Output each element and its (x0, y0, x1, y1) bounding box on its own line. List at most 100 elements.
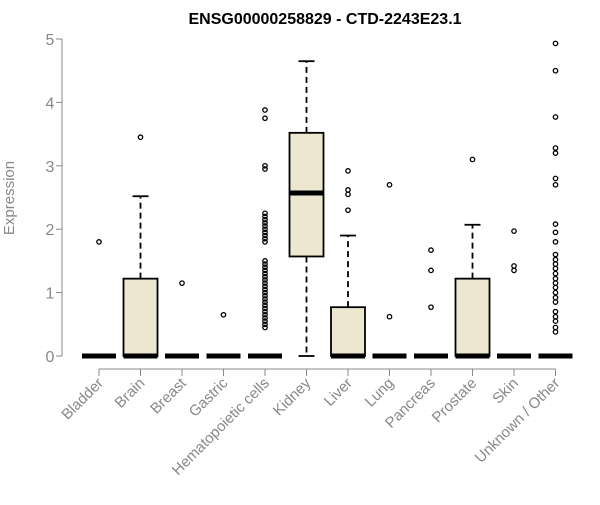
outlier-point (262, 107, 268, 113)
outlier-point (428, 304, 434, 311)
outlier-point (262, 305, 268, 312)
box-group (538, 40, 573, 359)
outlier-point (552, 145, 559, 151)
outlier-point (552, 299, 559, 305)
outlier-point (262, 315, 268, 321)
box-iqr (454, 277, 491, 357)
outlier-point (96, 239, 102, 245)
outlier-point (262, 296, 268, 302)
y-tick-label: 4 (46, 95, 55, 112)
outlier-point (262, 213, 268, 220)
box-group (82, 239, 116, 359)
outlier-point (179, 280, 185, 286)
y-tick-label: 3 (46, 159, 55, 176)
outlier-point (552, 265, 559, 272)
outlier-point (262, 280, 268, 286)
outlier-point (262, 264, 268, 271)
outlier-point (552, 289, 559, 296)
chart-title: ENSG00000258829 - CTD-2243E23.1 (188, 11, 461, 28)
box-group (122, 134, 159, 359)
outlier-point (552, 40, 559, 47)
outlier-point (262, 311, 268, 318)
outlier-point (262, 115, 268, 122)
outlier-point (345, 207, 351, 214)
y-tick-label: 2 (46, 222, 55, 239)
outlier-point (511, 263, 517, 269)
outlier-point (511, 228, 517, 234)
outlier-point (552, 329, 559, 335)
box-group (206, 311, 241, 359)
x-tick-label: Prostate (429, 375, 481, 427)
outlier-point (469, 156, 476, 163)
outlier-point (262, 239, 268, 245)
boxes-layer (82, 40, 573, 359)
outlier-point (552, 261, 559, 267)
outlier-point (262, 261, 268, 267)
outlier-point (262, 289, 268, 296)
outlier-point (552, 229, 559, 236)
outlier-point (552, 318, 559, 324)
outlier-point (262, 299, 268, 305)
x-tick-label: Skin (489, 375, 522, 408)
outlier-point (552, 67, 559, 74)
outlier-point (552, 308, 559, 315)
box-iqr (122, 277, 159, 357)
outlier-point (262, 162, 268, 169)
x-tick-label: Brain (112, 375, 149, 412)
outlier-point (262, 166, 268, 172)
outlier-point (386, 313, 393, 320)
outlier-point (262, 223, 268, 229)
outlier-point (552, 114, 559, 120)
outlier-point (262, 235, 268, 242)
x-tick-label: Bladder (58, 375, 107, 424)
x-tick-label: Kidney (270, 374, 315, 419)
box-group (330, 168, 366, 359)
outlier-point (386, 181, 393, 188)
outlier-point (262, 324, 268, 331)
outlier-point (552, 313, 559, 320)
outlier-point (511, 267, 517, 274)
box-group (454, 156, 491, 359)
outlier-point (262, 302, 268, 309)
outlier-point (345, 191, 351, 198)
y-tick-label: 1 (46, 286, 55, 303)
outlier-point (262, 277, 268, 283)
outlier-point (552, 251, 559, 258)
outlier-point (262, 229, 268, 236)
outlier-point (262, 226, 268, 233)
outlier-point (552, 284, 559, 291)
outlier-point (262, 232, 268, 239)
box-iqr (330, 306, 366, 357)
outlier-point (552, 270, 559, 277)
outlier-point (552, 239, 559, 245)
outlier-point (262, 308, 268, 315)
box-group (497, 228, 531, 359)
y-tick-label: 5 (46, 32, 55, 49)
outlier-point (262, 270, 268, 277)
outlier-point (262, 283, 268, 290)
x-tick-label: Lung (362, 375, 398, 411)
outlier-point (262, 220, 268, 226)
outlier-point (262, 258, 268, 264)
outlier-point (552, 256, 559, 263)
box-group (248, 107, 282, 359)
outlier-point (137, 134, 144, 141)
outlier-point (552, 150, 559, 156)
box-group (288, 60, 325, 357)
outlier-point (552, 275, 559, 282)
outlier-point (552, 280, 559, 286)
outlier-point (552, 221, 559, 227)
outlier-point (428, 247, 434, 253)
outlier-point (345, 187, 351, 193)
box-group (414, 247, 448, 359)
x-tick-label: Liver (321, 375, 356, 410)
y-axis-label: Expression (1, 161, 18, 235)
x-tick-label: Breast (147, 374, 190, 417)
outlier-point (262, 292, 268, 299)
outlier-point (552, 324, 559, 331)
outlier-point (262, 286, 268, 293)
outlier-point (262, 273, 268, 280)
outlier-point (262, 216, 268, 223)
